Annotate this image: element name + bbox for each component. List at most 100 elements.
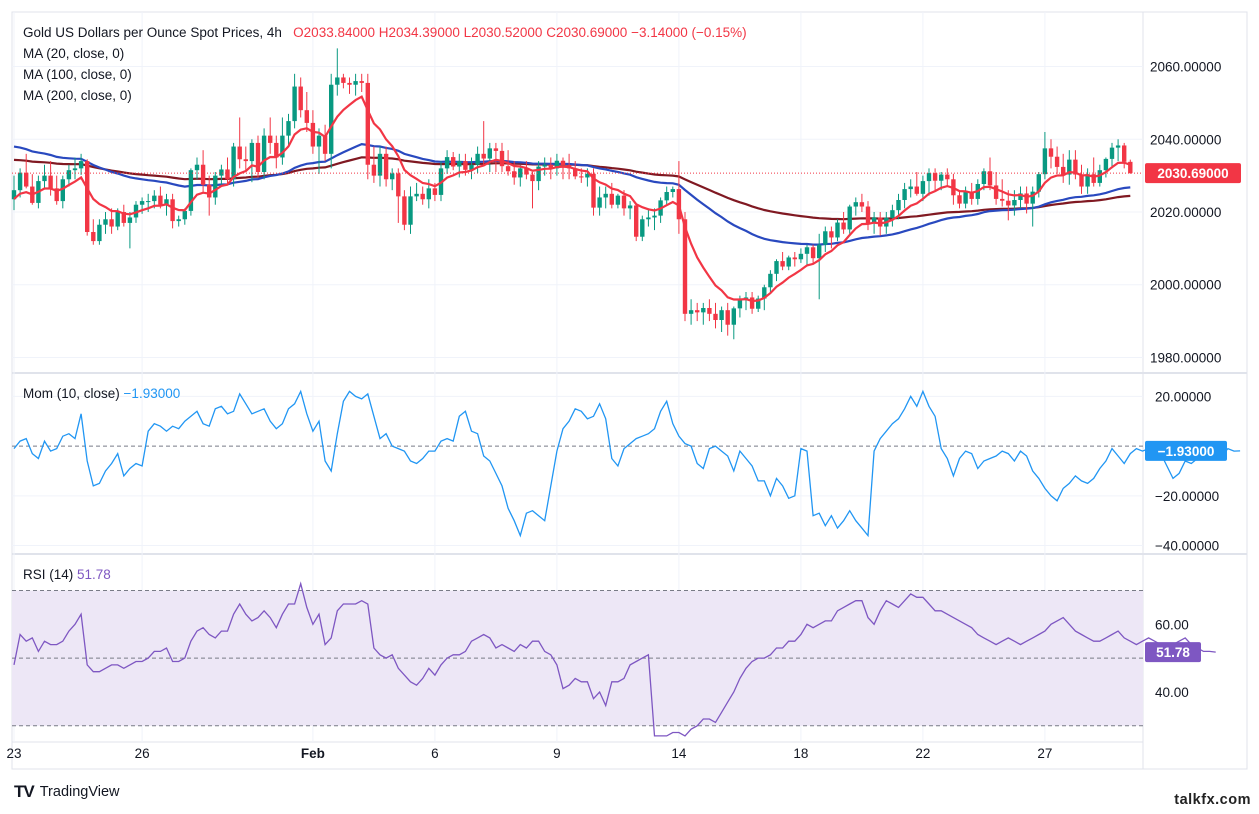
candle-body [152,195,157,202]
x-tick-label: 18 [793,746,808,761]
candle-body [359,81,364,83]
candle-body [316,135,322,147]
candle-body [408,196,413,225]
candle-body [774,261,779,274]
candle-body [682,219,688,314]
candle-body [78,161,84,169]
mom-line [13,389,1241,538]
candle-body [127,217,133,223]
candle-body [170,199,175,222]
candle-body [139,201,145,205]
candle-body [627,205,633,209]
candle-body [560,160,566,166]
mom-legend: Mom (10, close) −1.93000 [23,383,180,404]
candle-body [695,310,700,313]
candle-body [835,222,840,238]
candle-body [890,210,895,218]
x-tick-label: 9 [553,746,561,761]
candle-body [591,173,596,208]
candle-body [341,77,346,83]
rsi-legend: RSI (14) 51.78 [23,564,111,585]
candle-body [609,193,614,205]
candle-body [621,195,627,209]
candle-body [810,247,816,259]
candle-body [1103,158,1109,171]
candle-body [329,84,334,154]
candle-body [823,231,828,245]
candle-body [725,310,730,325]
candle-body [908,186,913,190]
candle-body [91,232,96,242]
candle-body [1109,147,1115,159]
mom-tick-label: 20.00000 [1155,389,1211,404]
candle-body [48,175,53,189]
rsi-legend-value: 51.78 [77,567,111,582]
candle-body [829,231,834,238]
candle-body [426,188,431,200]
candle-body [97,224,102,242]
ma200-legend: MA (200, close, 0) [23,88,132,103]
candle-body [847,206,852,230]
candle-body [920,181,926,194]
candle-body [1048,148,1054,157]
candle-body [878,217,883,227]
rsi-line [13,581,1216,737]
price-tick-label: 2060.00000 [1150,60,1221,75]
candle-body [176,219,181,222]
candle-body [310,122,316,147]
candle-body [640,219,645,237]
rsi-tick-label: 60.00 [1155,617,1189,632]
candle-body [286,121,291,136]
candle-body [1018,193,1023,200]
candle-body [85,161,90,232]
ma20-legend: MA (20, close, 0) [23,46,125,61]
candle-body [1079,174,1084,187]
candle-body [24,172,29,187]
candle-body [902,189,907,200]
candle-body [573,168,578,177]
candle-body [530,174,535,182]
candle-body [200,164,206,185]
price-legend: Gold US Dollars per Ounce Spot Prices, 4… [23,22,747,106]
ma100-legend: MA (100, close, 0) [23,67,132,82]
candle-body [554,160,560,169]
candle-body [121,212,126,223]
candle-body [451,157,456,167]
candle-body [853,202,858,207]
candle-body [1036,174,1041,192]
candle-body [1097,170,1102,183]
tradingview-logo-icon: TV [14,782,35,801]
candle-body [707,308,712,314]
price-tick-label: 1980.00000 [1150,350,1221,365]
candle-body [164,199,169,205]
candle-body [304,110,309,123]
candle-body [353,81,358,85]
candle-body [469,164,474,170]
ohlc-open: O2033.84000 [293,25,375,40]
candle-body [249,142,255,162]
candle-body [798,253,804,260]
tradingview-brand[interactable]: TV TradingView [14,782,120,802]
candle-body [493,148,499,151]
candle-body [939,174,944,181]
candle-body [542,164,547,167]
candle-body [1024,193,1029,204]
candle-body [133,204,139,218]
candle-body [371,164,377,176]
candle-body [926,173,932,182]
x-tick-label: 26 [135,746,150,761]
candle-body [457,161,462,167]
candle-body [585,173,590,178]
candle-body [335,77,340,85]
candle-body [603,193,608,198]
mom-tick-label: −20.00000 [1155,489,1219,504]
candle-body [719,310,724,320]
candle-body [737,299,743,309]
candle-body [298,86,303,111]
x-tick-label: 6 [431,746,439,761]
ohlc-change: −3.14000 (−0.15%) [631,25,747,40]
mom-legend-value: −1.93000 [123,386,181,401]
candle-body [664,192,669,201]
ohlc-low: L2030.52000 [463,25,543,40]
rsi-last-label: 51.78 [1156,645,1190,660]
